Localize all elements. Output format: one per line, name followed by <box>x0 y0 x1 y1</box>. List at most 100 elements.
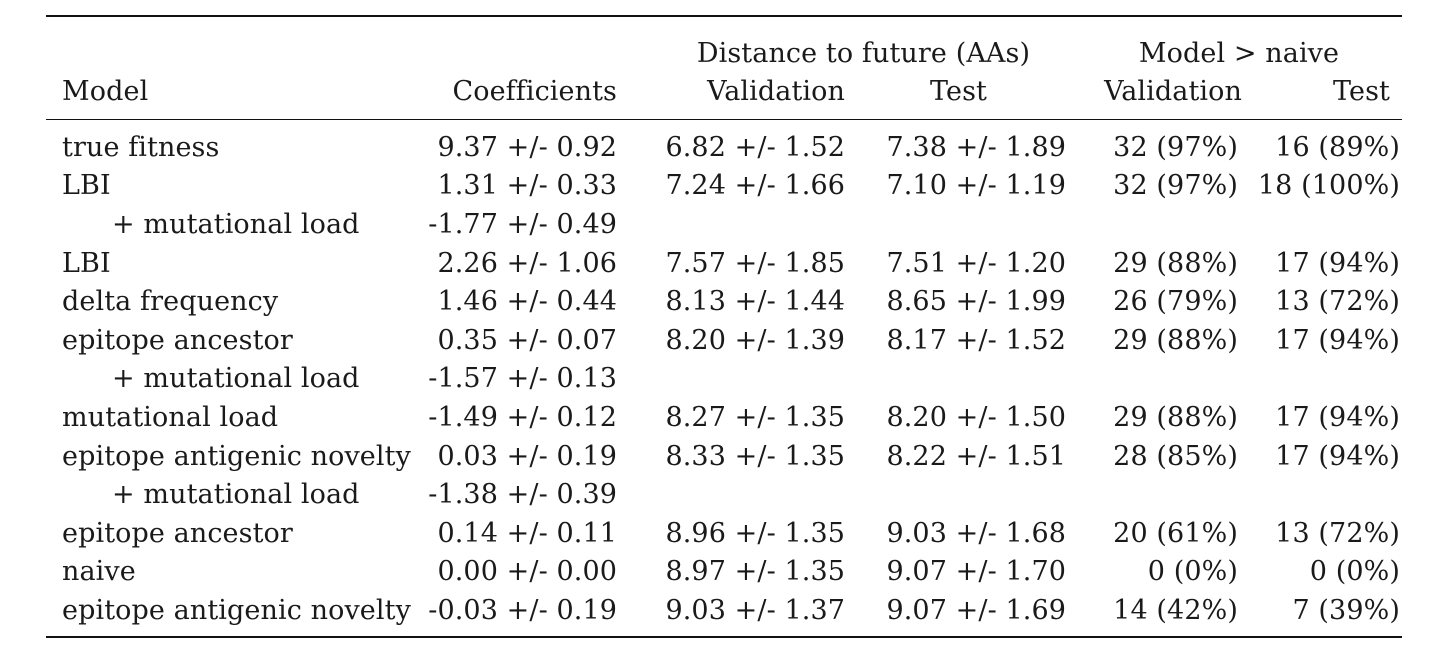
naive-test-cell: 17 (94%) <box>1275 440 1400 472</box>
model-cell: mutational load <box>62 401 279 433</box>
naive-test-cell: 0 (0%) <box>1309 556 1400 588</box>
distance-validation-cell <box>631 475 851 514</box>
coefficients-cell: 9.37 +/- 0.92 <box>437 131 617 163</box>
table-row: + mutational load -1.38 +/- 0.39 <box>46 475 1402 514</box>
naive-validation-cell: 29 (88%) <box>1113 324 1238 356</box>
naive-test-cell: 7 (39%) <box>1244 591 1402 638</box>
distance-group-header: Distance to future (AAs) <box>696 38 1031 69</box>
distance-test-cell: 7.10 +/- 1.19 <box>886 170 1066 202</box>
coefficients-cell: 1.46 +/- 0.44 <box>437 286 617 318</box>
model-cell: delta frequency <box>62 286 279 318</box>
model-comparison-table: Distance to future (AAs) Model > naive M… <box>46 15 1402 638</box>
distance-validation-cell: 7.57 +/- 1.85 <box>665 247 845 279</box>
model-cell: epitope antigenic novelty <box>46 591 416 638</box>
distance-validation-cell: 6.82 +/- 1.52 <box>665 131 845 163</box>
naive-test-cell <box>1244 360 1402 399</box>
distance-test-cell: 8.22 +/- 1.51 <box>886 440 1066 472</box>
column-header-row: Model Coefficients Validation Test Valid… <box>46 69 1402 120</box>
naive-validation-cell: 0 (0%) <box>1147 556 1238 588</box>
naive-validation-cell <box>1066 360 1244 399</box>
table-row: + mutational load -1.57 +/- 0.13 <box>46 360 1402 399</box>
distance-test-cell <box>851 360 1066 399</box>
naive-test-cell: 13 (72%) <box>1275 517 1400 549</box>
table-body: true fitness 9.37 +/- 0.92 6.82 +/- 1.52 7.… <box>46 120 1402 638</box>
distance-validation-cell <box>631 360 851 399</box>
distance-validation-cell <box>631 205 851 244</box>
table-row: LBI 2.26 +/- 1.06 7.57 +/- 1.85 7.51 +/- 1.… <box>46 244 1402 283</box>
table-row: mutational load -1.49 +/- 0.12 8.27 +/- 1.… <box>46 398 1402 437</box>
distance-test-cell: 9.07 +/- 1.70 <box>886 556 1066 588</box>
naive-validation-cell: 32 (97%) <box>1113 170 1238 202</box>
naive-validation-column-header: Validation <box>1066 69 1244 120</box>
distance-test-cell: 8.17 +/- 1.52 <box>886 324 1066 356</box>
table-row: + mutational load -1.77 +/- 0.49 <box>46 205 1402 244</box>
naive-validation-cell <box>1066 205 1244 244</box>
naive-validation-cell: 29 (88%) <box>1113 401 1238 433</box>
naive-test-cell: 16 (89%) <box>1275 131 1400 163</box>
naive-validation-cell: 14 (42%) <box>1066 591 1244 638</box>
group-header-row: Distance to future (AAs) Model > naive <box>46 17 1402 69</box>
model-cell: + mutational load <box>112 208 360 240</box>
coefficients-cell: -1.38 +/- 0.39 <box>428 479 617 511</box>
distance-test-cell: 7.38 +/- 1.89 <box>886 131 1066 163</box>
distance-test-cell: 8.20 +/- 1.50 <box>886 401 1066 433</box>
naive-validation-cell: 20 (61%) <box>1113 517 1238 549</box>
distance-validation-cell: 9.03 +/- 1.37 <box>631 591 851 638</box>
naive-test-cell: 13 (72%) <box>1275 286 1400 318</box>
table-row: epitope ancestor 0.14 +/- 0.11 8.96 +/- 1.… <box>46 514 1402 553</box>
distance-test-column-header: Test <box>851 69 1066 120</box>
model-cell: naive <box>62 556 136 588</box>
coefficients-cell: 1.31 +/- 0.33 <box>437 170 617 202</box>
model-cell: epitope ancestor <box>62 517 293 549</box>
table-row: LBI 1.31 +/- 0.33 7.24 +/- 1.66 7.10 +/- 1.… <box>46 167 1402 206</box>
coefficients-column-header: Coefficients <box>416 69 631 120</box>
coefficients-cell: 2.26 +/- 1.06 <box>437 247 617 279</box>
model-cell: LBI <box>62 170 111 202</box>
distance-test-cell: 8.65 +/- 1.99 <box>886 286 1066 318</box>
coefficients-cell: -1.77 +/- 0.49 <box>428 208 617 240</box>
naive-test-cell: 17 (94%) <box>1275 247 1400 279</box>
coefficients-cell: 0.35 +/- 0.07 <box>437 324 617 356</box>
coefficients-cell: 0.14 +/- 0.11 <box>437 517 617 549</box>
model-cell: + mutational load <box>112 479 360 511</box>
table-row: delta frequency 1.46 +/- 0.44 8.13 +/- 1.4… <box>46 282 1402 321</box>
model-cell: epitope antigenic novelty <box>62 440 411 472</box>
coefficients-cell: 0.03 +/- 0.19 <box>437 440 617 472</box>
distance-validation-cell: 7.24 +/- 1.66 <box>665 170 845 202</box>
distance-validation-cell: 8.27 +/- 1.35 <box>665 401 845 433</box>
distance-test-cell: 9.07 +/- 1.69 <box>851 591 1066 638</box>
naive-test-cell <box>1244 205 1402 244</box>
table-row: naive 0.00 +/- 0.00 8.97 +/- 1.35 9.07 +/- … <box>46 553 1402 592</box>
coefficients-cell: -1.57 +/- 0.13 <box>428 363 617 395</box>
distance-validation-cell: 8.33 +/- 1.35 <box>665 440 845 472</box>
naive-test-cell <box>1244 475 1402 514</box>
naive-test-cell: 17 (94%) <box>1275 324 1400 356</box>
distance-validation-column-header: Validation <box>631 69 851 120</box>
distance-test-cell <box>851 475 1066 514</box>
naive-validation-cell: 29 (88%) <box>1113 247 1238 279</box>
naive-validation-cell: 32 (97%) <box>1113 131 1238 163</box>
coefficients-cell: 0.00 +/- 0.00 <box>437 556 617 588</box>
naive-test-cell: 17 (94%) <box>1275 401 1400 433</box>
model-column-header: Model <box>46 69 416 120</box>
results-table-container: Distance to future (AAs) Model > naive M… <box>46 15 1402 638</box>
model-cell: epitope ancestor <box>62 324 293 356</box>
distance-validation-cell: 8.96 +/- 1.35 <box>665 517 845 549</box>
distance-validation-cell: 8.13 +/- 1.44 <box>665 286 845 318</box>
distance-validation-cell: 8.97 +/- 1.35 <box>665 556 845 588</box>
table-row: epitope ancestor 0.35 +/- 0.07 8.20 +/- 1.… <box>46 321 1402 360</box>
table-header: Distance to future (AAs) Model > naive M… <box>46 15 1402 120</box>
distance-test-cell: 7.51 +/- 1.20 <box>886 247 1066 279</box>
naive-validation-cell: 26 (79%) <box>1113 286 1238 318</box>
model-cell: true fitness <box>62 131 220 163</box>
naive-validation-cell <box>1066 475 1244 514</box>
table-row: true fitness 9.37 +/- 0.92 6.82 +/- 1.52 7.… <box>46 120 1402 167</box>
naive-validation-cell: 28 (85%) <box>1113 440 1238 472</box>
naive-test-column-header: Test <box>1244 69 1402 120</box>
distance-validation-cell: 8.20 +/- 1.39 <box>665 324 845 356</box>
naive-test-cell: 18 (100%) <box>1257 170 1400 202</box>
model-cell: + mutational load <box>112 363 360 395</box>
model-vs-naive-group-header: Model > naive <box>1138 38 1340 69</box>
coefficients-cell: -1.49 +/- 0.12 <box>428 401 617 433</box>
distance-test-cell <box>851 205 1066 244</box>
